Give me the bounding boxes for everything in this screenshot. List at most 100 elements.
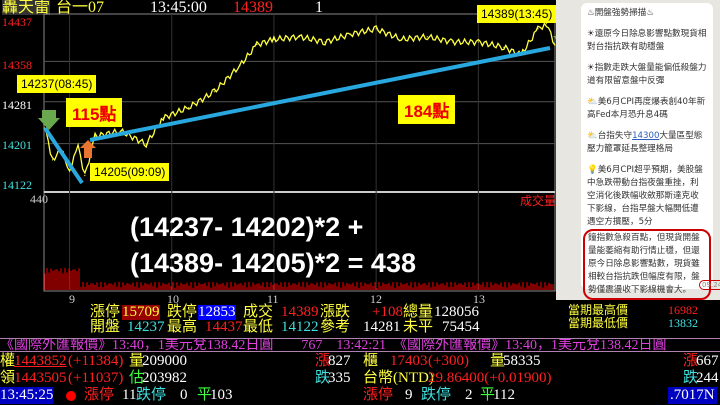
limit-down-value: 12853 bbox=[198, 304, 236, 320]
ref-value: 14281 bbox=[363, 319, 401, 335]
high-value: 14437 bbox=[205, 319, 243, 335]
otc-up-count: 667 bbox=[696, 353, 719, 369]
fx-label: 台幣(NTD) bbox=[363, 370, 434, 386]
symbol[interactable]: 台一07 bbox=[56, 0, 105, 16]
price-tick: 14358 bbox=[2, 58, 32, 72]
down-arrow-icon bbox=[553, 36, 556, 40]
high-label: 最高 bbox=[167, 319, 198, 335]
otc-flat-label: 平 bbox=[480, 387, 496, 403]
otc-value: 17403 bbox=[390, 353, 428, 369]
otc-up-label: 漲 bbox=[683, 353, 699, 369]
price-point bbox=[452, 41, 454, 43]
trend-arrow-down bbox=[43, 126, 84, 185]
formula-line-2: (14389- 14205)*2 = 438 bbox=[130, 248, 416, 278]
otc-limit-down-label: 跌停 bbox=[421, 387, 452, 403]
lead-label: 領 bbox=[0, 370, 16, 386]
up-label: 漲 bbox=[315, 353, 331, 369]
chat-time: 09:24 bbox=[699, 280, 720, 290]
price-point bbox=[213, 91, 215, 93]
twse-value: 1443852 bbox=[14, 353, 67, 369]
price-point bbox=[84, 174, 86, 177]
otc-down-count: 244 bbox=[696, 370, 719, 386]
price-point bbox=[350, 33, 352, 35]
period-high-label: 當期最高價 bbox=[568, 303, 629, 317]
lead-value: 1443505 bbox=[14, 370, 67, 386]
news-ticker[interactable]: 《國際外匯報價》13:40，1美元兌138.42日圓 767 13:42:21 … bbox=[0, 338, 720, 352]
otc-limit-up-count: 9 bbox=[405, 387, 413, 403]
low-label: 最低 bbox=[243, 319, 274, 335]
price-point bbox=[503, 46, 505, 48]
period-low-label: 當期最低價 bbox=[568, 316, 629, 330]
price-point bbox=[401, 38, 403, 40]
chat-item-text: ⛅台指失守 bbox=[587, 131, 633, 141]
price-point bbox=[426, 36, 428, 38]
fx-value: 29.86400(+0.01900) bbox=[428, 370, 552, 386]
formula-line-1: (14237- 14202)*2 + bbox=[130, 212, 364, 242]
header-time: 13:45:00 bbox=[150, 0, 207, 16]
chat-message: ♨開盤強勢掃描♨ ☀還原今日除息影響點數現貨相對台指抗跌有助穩盤 ☀指數走跌大盤… bbox=[581, 3, 713, 300]
flat-count: 103 bbox=[210, 387, 233, 403]
limit-down-label: 跌停 bbox=[136, 387, 167, 403]
chat-item: ⛅美6月CPI再度爆表創40年新高Fed本月恐升息4碼 bbox=[587, 97, 706, 120]
limit-up-value: 15709 bbox=[122, 304, 160, 320]
volume-value: 209000 bbox=[142, 353, 187, 369]
period-low-value: 13832 bbox=[668, 316, 698, 330]
open-interest-value: 75454 bbox=[442, 319, 480, 335]
price-tick: 14437 bbox=[2, 15, 32, 29]
price-point bbox=[77, 146, 79, 148]
twse-label: 權 bbox=[0, 353, 16, 369]
limit-up-count: 11 bbox=[122, 387, 137, 403]
low-price-label: 14205(09:09) bbox=[90, 163, 170, 181]
points-label-115: 115點 bbox=[66, 98, 123, 127]
header-qty: 1 bbox=[315, 0, 323, 16]
status-badge: .7017N bbox=[668, 387, 717, 404]
clock: 13:45:25 bbox=[0, 387, 54, 404]
price-point bbox=[120, 130, 122, 132]
limit-down-count: 0 bbox=[180, 387, 188, 403]
total-volume-value: 128056 bbox=[434, 304, 479, 320]
up-count: 827 bbox=[328, 353, 351, 369]
intraday-chart bbox=[38, 13, 556, 292]
estimate-value: 203982 bbox=[142, 370, 187, 386]
open-interest-label: 未平 bbox=[403, 319, 434, 335]
price-tick: 14122 bbox=[2, 178, 32, 192]
price-point bbox=[145, 143, 147, 145]
header-price: 14389 bbox=[233, 0, 273, 16]
trade-value: 14389 bbox=[281, 304, 319, 320]
flat-label: 平 bbox=[197, 387, 213, 403]
price-point bbox=[51, 159, 54, 161]
time-tick: 11 bbox=[267, 292, 279, 306]
chat-link[interactable]: 14300 bbox=[632, 131, 660, 141]
price-point bbox=[537, 28, 539, 30]
chat-panel: ♨開盤強勢掃描♨ ☀還原今日除息影響點數現貨相對台指抗跌有助穩盤 ☀指數走跌大盤… bbox=[556, 0, 720, 300]
up-arrow-icon bbox=[80, 140, 96, 158]
chat-item: ⛅台指失守14300大量區型態壓力籠罩延長整理格局 bbox=[587, 130, 707, 156]
period-high-value: 16982 bbox=[668, 303, 698, 317]
volume-label: 成交量 bbox=[520, 194, 557, 208]
chat-item: 💡美6月CPI超乎預期，美股盤中急跌帶動台指夜盤重挫，利空消化後跌幅收斂那斯達克… bbox=[587, 165, 703, 227]
total-volume-label: 總量 bbox=[403, 304, 434, 320]
app-name: 轟天雷 bbox=[2, 0, 51, 16]
volume-tick: 440 bbox=[30, 192, 48, 206]
limit-down-label: 跌停 bbox=[167, 304, 198, 320]
trend-arrow-up bbox=[89, 46, 551, 142]
down-count: 335 bbox=[328, 370, 351, 386]
quote-panel: 漲停 15709 跌停 12853 成交 14389 漲跌 +108 總量 12… bbox=[0, 303, 720, 337]
price-point bbox=[188, 106, 190, 109]
otc-label: 櫃 bbox=[363, 353, 379, 369]
chat-title: ♨開盤強勢掃描♨ bbox=[587, 8, 654, 18]
ref-label: 參考 bbox=[320, 319, 351, 335]
otc-limit-down-count: 2 bbox=[465, 387, 473, 403]
price-point bbox=[477, 41, 479, 43]
price-point bbox=[239, 64, 241, 67]
lead-change: (+11037) bbox=[68, 370, 124, 386]
points-label-184: 184點 bbox=[398, 95, 456, 124]
low-value: 14122 bbox=[281, 319, 319, 335]
open-price-label: 14237(08:45) bbox=[17, 75, 97, 93]
otc-limit-up-label: 漲停 bbox=[363, 387, 394, 403]
limit-up-label: 漲停 bbox=[90, 304, 121, 320]
chat-item: ☀指數走跌大盤量能偏低殺盤力道有限留意盤中反彈 bbox=[587, 63, 707, 86]
chat-highlight: 鐘指數急殺百點，但現貨開盤量能萎縮有助行情止穩，但還原今日除息影響點數，現貨雖相… bbox=[583, 229, 711, 300]
limit-up-label: 漲停 bbox=[84, 387, 115, 403]
time-tick: 10 bbox=[167, 292, 179, 306]
